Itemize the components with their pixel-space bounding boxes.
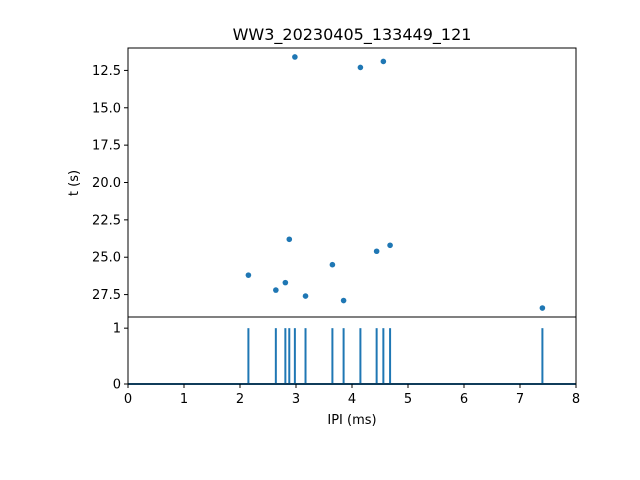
scatter-point bbox=[340, 297, 347, 304]
scatter-point bbox=[380, 58, 387, 65]
scatter-point bbox=[286, 236, 293, 243]
ipi-x-tick-label: 4 bbox=[348, 392, 356, 407]
scatter-point bbox=[329, 261, 336, 268]
scatter-y-ticks: 12.5 15.0 17.5 20.0 22.5 25.0 27.5 bbox=[92, 64, 128, 303]
scatter-points bbox=[245, 54, 546, 311]
ipi-x-tick-label: 1 bbox=[180, 392, 188, 407]
scatter-y-tick-label: 12.5 bbox=[92, 64, 121, 79]
ipi-x-tick-label: 2 bbox=[236, 392, 244, 407]
ipi-y-ticks: 01 bbox=[113, 322, 128, 393]
scatter-plot: 12.5 15.0 17.5 20.0 22.5 25.0 27.5 t (s) bbox=[67, 47, 577, 318]
ipi-y-tick-label: 1 bbox=[113, 322, 121, 337]
scatter-point bbox=[302, 293, 309, 299]
ipi-x-tick-label: 7 bbox=[516, 392, 524, 407]
ipi-x-axis-label: IPI (ms) bbox=[327, 413, 376, 428]
ipi-x-ticks: 0 1 2 3 4 5 6 7 8 bbox=[124, 384, 580, 407]
scatter-y-tick-label: 20.0 bbox=[92, 176, 121, 191]
scatter-point bbox=[357, 64, 364, 71]
scatter-y-tick-label: 22.5 bbox=[92, 213, 121, 228]
ipi-y-tick-label: 0 bbox=[113, 378, 121, 393]
ipi-x-tick-label: 3 bbox=[292, 392, 300, 407]
scatter-y-tick-label: 15.0 bbox=[92, 101, 121, 116]
scatter-point bbox=[273, 287, 279, 293]
scatter-point bbox=[245, 272, 252, 278]
scatter-plot-frame bbox=[127, 47, 577, 318]
scatter-y-axis-label: t (s) bbox=[67, 170, 82, 196]
scatter-point bbox=[292, 54, 298, 60]
scatter-point bbox=[282, 279, 289, 286]
ipi-x-tick-label: 5 bbox=[404, 392, 412, 407]
ipi-x-tick-label: 6 bbox=[460, 392, 468, 407]
scatter-y-tick-label: 27.5 bbox=[92, 288, 121, 303]
scatter-y-tick-label: 25.0 bbox=[92, 251, 121, 266]
chart-title: WW3_20230405_133449_121 bbox=[233, 25, 472, 45]
scatter-point bbox=[373, 248, 380, 255]
scatter-point bbox=[387, 242, 393, 249]
scatter-y-tick-label: 17.5 bbox=[92, 139, 121, 154]
ipi-x-tick-label: 8 bbox=[572, 392, 580, 407]
scatter-point bbox=[539, 305, 546, 311]
ipi-x-tick-label: 0 bbox=[124, 392, 132, 407]
